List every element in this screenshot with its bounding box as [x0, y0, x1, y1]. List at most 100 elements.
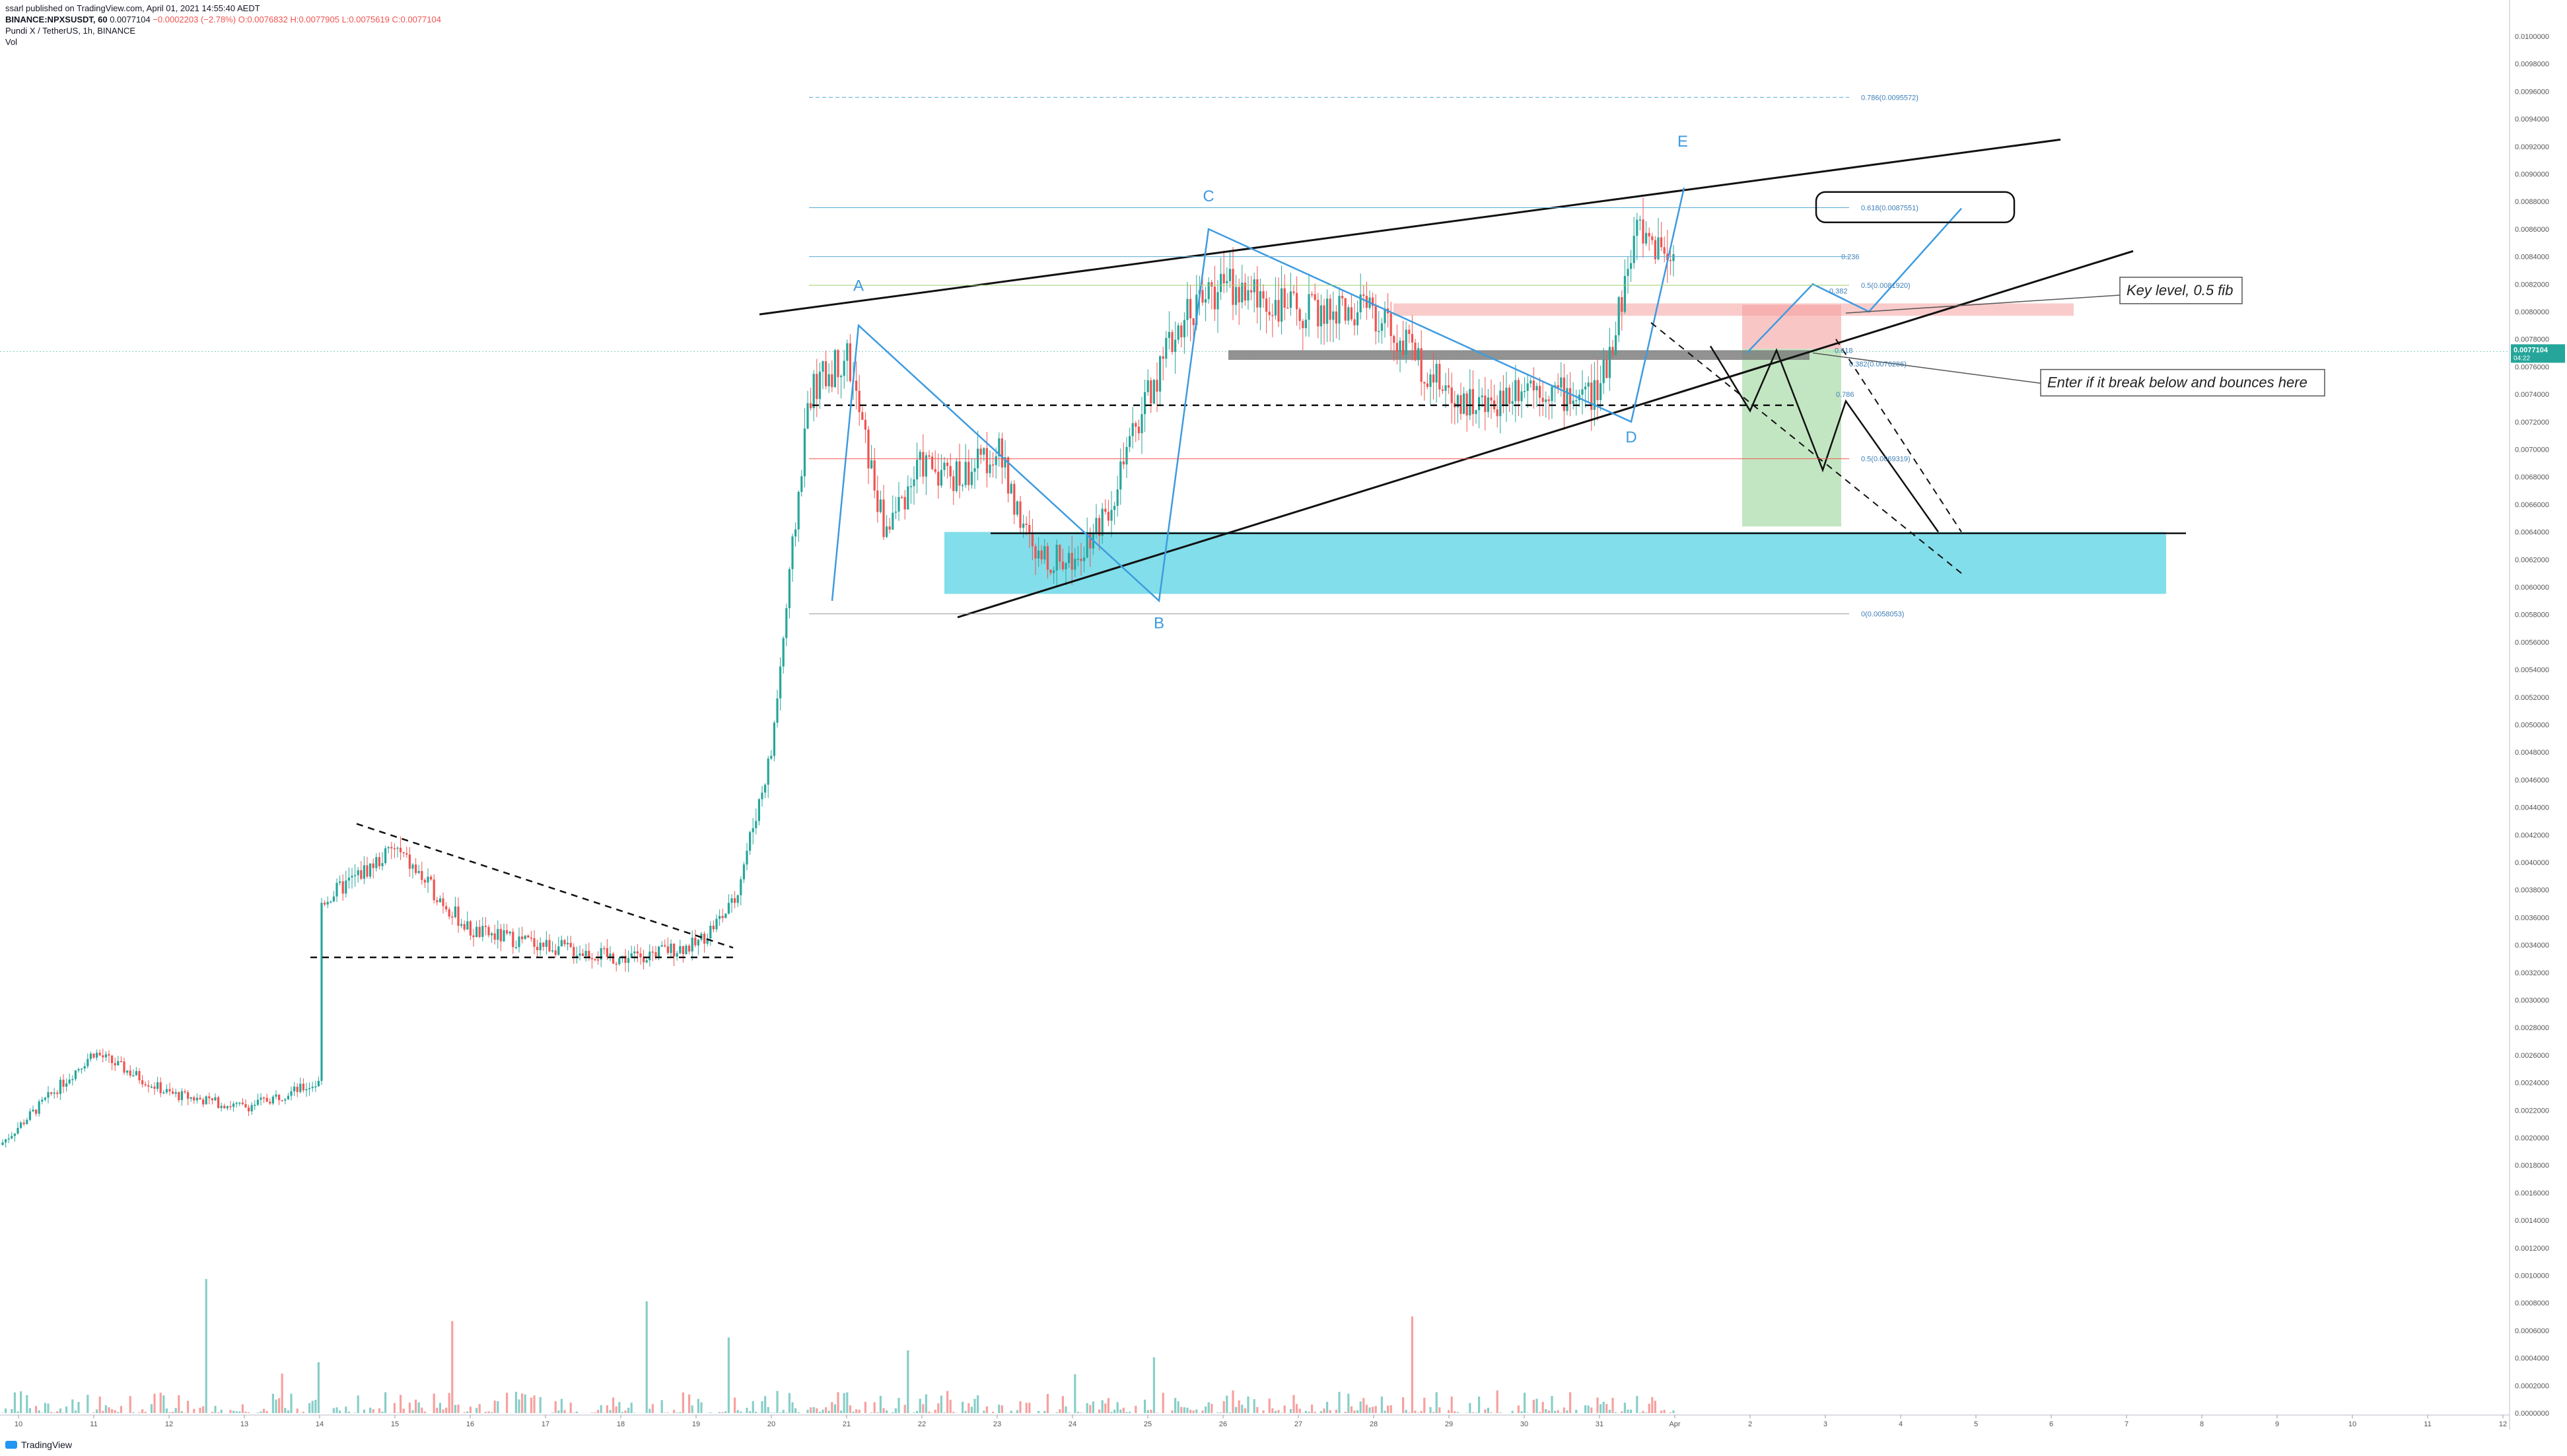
volume-bar — [466, 1411, 469, 1413]
volume-bar — [111, 1409, 114, 1413]
candle-body — [157, 1082, 159, 1089]
candle-body — [825, 361, 827, 386]
volume-bar — [782, 1410, 785, 1413]
volume-bar — [852, 1411, 855, 1413]
candle-body — [831, 374, 833, 388]
candle-body — [670, 944, 672, 953]
candle-body — [220, 1105, 223, 1108]
candle-body — [445, 906, 448, 910]
candle-body — [864, 419, 866, 430]
volume-bar — [256, 1412, 259, 1413]
candle-body — [791, 536, 794, 569]
candle-body — [709, 925, 712, 939]
volume-bar — [1144, 1399, 1146, 1413]
volume-bar — [345, 1406, 347, 1413]
candle-body — [1186, 298, 1189, 320]
price-tick-label: 0.0004000 — [2515, 1355, 2549, 1363]
price-tick-label: 0.0096000 — [2515, 88, 2549, 96]
volume-label: Vol — [5, 37, 18, 47]
candle-body — [542, 942, 545, 947]
candle-body — [226, 1106, 229, 1109]
candle-body — [68, 1079, 71, 1084]
volume-bar — [357, 1395, 359, 1413]
volume-bar — [533, 1395, 536, 1413]
candle-body — [248, 1107, 250, 1112]
price-tick-label: 0.0044000 — [2515, 804, 2549, 812]
entry-level-bar — [1228, 350, 1810, 360]
time-tick-label: 7 — [2125, 1420, 2128, 1428]
candle-body — [1074, 559, 1076, 570]
price-tick-label: 0.0078000 — [2515, 336, 2549, 344]
volume-bar — [487, 1411, 490, 1413]
candle-body — [311, 1086, 314, 1088]
volume-bar — [539, 1397, 542, 1413]
time-tick-label: 27 — [1294, 1420, 1302, 1428]
volume-bar — [491, 1412, 493, 1413]
candle-body — [117, 1060, 120, 1066]
volume-bar — [970, 1406, 973, 1413]
candle-body — [499, 928, 502, 942]
candle-body — [296, 1086, 299, 1092]
candle-body — [271, 1096, 274, 1104]
price-tick-label: 0.0014000 — [2515, 1217, 2549, 1225]
candle-body — [1101, 508, 1104, 536]
volume-bar — [724, 1411, 727, 1413]
bearish-projection-path — [1709, 345, 1940, 533]
volume-bar — [1596, 1397, 1599, 1413]
volume-bar — [463, 1412, 466, 1413]
candle-body — [1262, 291, 1265, 299]
volume-bar — [752, 1401, 754, 1413]
note-key-level-text: Key level, 0.5 fib — [2127, 282, 2233, 298]
candle-body — [405, 853, 408, 855]
candle-body — [235, 1103, 238, 1104]
fib-label: 0.786 — [1836, 391, 1854, 399]
candle-body — [1135, 423, 1137, 427]
volume-bar — [721, 1412, 724, 1413]
candle-body — [913, 479, 915, 487]
candle-body — [998, 438, 1001, 456]
candle-body — [676, 953, 678, 957]
volume-bar — [1520, 1411, 1523, 1413]
volume-bar — [833, 1404, 836, 1413]
volume-bar — [563, 1410, 566, 1413]
time-tick-label: 10 — [15, 1420, 22, 1428]
candle-body — [411, 864, 414, 869]
volume-bar — [417, 1402, 420, 1413]
candle-body — [1323, 305, 1325, 324]
price-tick-label: 0.0084000 — [2515, 254, 2549, 261]
price-tick-label: 0.0016000 — [2515, 1189, 2549, 1197]
volume-bar — [1648, 1403, 1650, 1413]
price-tick-label: 0.0018000 — [2515, 1162, 2549, 1170]
volume-bar — [749, 1411, 752, 1413]
price-tick-label: 0.0080000 — [2515, 308, 2549, 316]
candle-body — [579, 953, 581, 956]
candle-body — [1089, 533, 1092, 549]
candle-body — [250, 1105, 253, 1112]
volume-bar — [400, 1395, 402, 1413]
candle-body — [858, 390, 861, 413]
candle-body — [393, 848, 396, 850]
volume-bar — [788, 1393, 791, 1413]
candle-body — [1605, 359, 1608, 378]
candle-body — [1125, 446, 1128, 465]
volume-bar — [1484, 1409, 1487, 1413]
candle-body — [624, 955, 627, 963]
candle-body — [1298, 309, 1301, 322]
volume-bar — [211, 1412, 213, 1413]
candle-body — [514, 947, 517, 948]
price-tick-label: 0.0060000 — [2515, 584, 2549, 592]
candle-body — [660, 945, 663, 947]
candle-body — [882, 499, 885, 537]
fib-label: 0.382 — [1829, 288, 1848, 296]
candle-body — [1274, 300, 1277, 316]
candle-body — [509, 931, 511, 934]
candle-body — [120, 1060, 122, 1062]
candle-body — [1648, 232, 1650, 237]
volume-bar — [922, 1404, 925, 1413]
volume-bar — [719, 1412, 721, 1413]
volume-bar — [314, 1399, 317, 1413]
volume-bar — [1074, 1374, 1076, 1413]
volume-bar — [1456, 1412, 1459, 1413]
time-tick-label: 14 — [316, 1420, 324, 1428]
